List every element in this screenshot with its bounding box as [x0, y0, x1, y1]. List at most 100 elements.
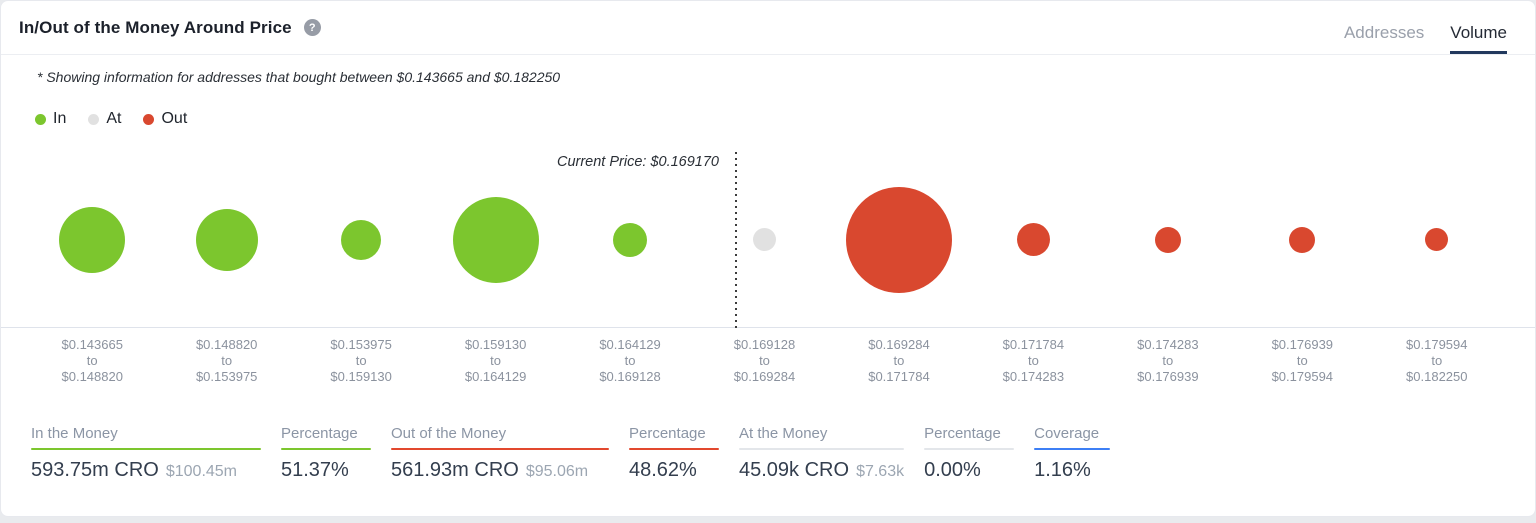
- x-axis-label: $0.169284 to $0.171784: [832, 337, 966, 385]
- stat-value: 1.16%: [1034, 459, 1091, 481]
- x-axis-range-from: $0.174283: [1137, 337, 1199, 352]
- x-axis-range-to-word: to: [1431, 353, 1443, 368]
- bubble-cell: [159, 208, 293, 271]
- stat-secondary-value: $7.63k: [856, 463, 905, 480]
- x-axis-range-from: $0.169284: [868, 337, 930, 352]
- x-axis-range-to-word: to: [1296, 353, 1308, 368]
- x-axis-range-to: $0.159130: [330, 369, 392, 384]
- x-axis-range-to-word: to: [1162, 353, 1174, 368]
- bubble-at[interactable]: [752, 228, 776, 251]
- bubble-cell: [1235, 226, 1369, 253]
- legend-item-at[interactable]: At: [88, 110, 121, 128]
- bubble-chart: Current Price: $0.169170: [1, 132, 1535, 328]
- x-axis-range-to-word: to: [759, 353, 770, 368]
- tab-addresses[interactable]: Addresses: [1343, 23, 1425, 42]
- stat-label: At the Money: [739, 425, 828, 442]
- bubble-in[interactable]: [613, 222, 648, 257]
- stat-label: Percentage: [924, 425, 1001, 442]
- x-axis-label: $0.176939 to $0.179594: [1235, 337, 1369, 385]
- x-axis-range-from: $0.169128: [733, 337, 796, 352]
- x-axis-label: $0.169128 to $0.169284: [697, 337, 831, 385]
- stat-percentage: Percentage 48.62%: [629, 425, 719, 482]
- bubble-cell: [966, 223, 1100, 256]
- stat-secondary-value: $100.45m: [165, 463, 238, 480]
- bubble-cell: [832, 186, 966, 293]
- stat-value: 48.62%: [629, 459, 697, 481]
- bubble-out[interactable]: [1289, 226, 1316, 253]
- current-price-line: [735, 152, 737, 328]
- bubble-out[interactable]: [845, 186, 952, 293]
- summary-stats: In the Money 593.75m CRO $100.45m Percentag…: [1, 385, 1535, 482]
- legend-label: In: [53, 110, 67, 127]
- x-axis-range-from: $0.143665: [61, 337, 123, 352]
- bubble-cell: [428, 196, 562, 283]
- legend-item-out[interactable]: Out: [143, 110, 187, 128]
- x-axis-label: $0.179594 to $0.182250: [1370, 337, 1504, 385]
- current-price-label: Current Price: $0.169170: [556, 154, 719, 170]
- stat-label: Coverage: [1034, 425, 1100, 442]
- x-axis-label: $0.148820 to $0.153975: [159, 337, 293, 385]
- x-axis-range-to-word: to: [893, 353, 905, 368]
- help-icon[interactable]: ?: [303, 19, 321, 36]
- stat-underline: [391, 448, 609, 450]
- x-axis-range-to-word: to: [86, 353, 98, 368]
- x-axis-range-from: $0.164129: [599, 337, 661, 352]
- x-axis-range-to-word: to: [355, 353, 367, 368]
- x-axis-range-to: $0.164129: [464, 369, 527, 384]
- stat-underline: [629, 448, 719, 450]
- stat-secondary-value: $95.06m: [525, 463, 589, 480]
- tab-volume[interactable]: Volume: [1450, 23, 1507, 54]
- x-axis-range-from: $0.179594: [1406, 337, 1468, 352]
- stat-underline: [739, 448, 905, 450]
- stat-value: 561.93m CRO: [391, 459, 519, 481]
- view-tabs: Addresses Volume: [1344, 23, 1507, 54]
- x-axis-range-to: $0.174283: [1002, 369, 1065, 384]
- stat-underline: [281, 448, 371, 450]
- bubble-out[interactable]: [1016, 223, 1050, 256]
- bubble-in[interactable]: [341, 219, 382, 260]
- x-axis-range-to: $0.179594: [1271, 369, 1334, 384]
- legend-dot-icon: [35, 113, 46, 125]
- x-axis-range-to: $0.148820: [61, 369, 123, 384]
- bubble-cell: [697, 228, 831, 251]
- x-axis-range-to: $0.182250: [1406, 369, 1468, 384]
- x-axis-label: $0.164129 to $0.169128: [563, 337, 697, 385]
- x-axis-range-from: $0.159130: [464, 337, 527, 352]
- stat-out-of-the-money: Out of the Money 561.93m CRO $95.06m: [391, 425, 609, 482]
- card-header: In/Out of the Money Around Price ? Addre…: [1, 1, 1535, 55]
- bubble-row: [1, 132, 1535, 328]
- x-axis-range-from: $0.153975: [330, 337, 392, 352]
- bubble-in[interactable]: [452, 196, 539, 283]
- x-axis-label: $0.153975 to $0.159130: [294, 337, 428, 385]
- legend-item-in[interactable]: In: [35, 110, 66, 128]
- x-axis-range-to-word: to: [221, 353, 233, 368]
- stat-in-the-money: In the Money 593.75m CRO $100.45m: [31, 425, 261, 482]
- bubble-cell: [563, 222, 697, 257]
- x-axis-label: $0.174283 to $0.176939: [1101, 337, 1235, 385]
- bubble-cell: [1101, 226, 1235, 253]
- legend-label: Out: [161, 110, 188, 127]
- page-title: In/Out of the Money Around Price: [19, 17, 292, 37]
- stat-value-row: 561.93m CRO $95.06m: [391, 459, 609, 482]
- x-axis-range-to: $0.169284: [733, 369, 796, 384]
- stat-value-row: 593.75m CRO $100.45m: [31, 459, 261, 482]
- stat-underline: [924, 448, 1015, 450]
- stat-percentage: Percentage 0.00%: [924, 425, 1015, 482]
- stat-at-the-money: At the Money 45.09k CRO $7.63k: [739, 425, 905, 482]
- x-axis-range-to: $0.169128: [599, 369, 661, 384]
- x-axis-range-from: $0.176939: [1271, 337, 1334, 352]
- stat-underline: [31, 448, 261, 450]
- stat-label: Percentage: [281, 425, 358, 442]
- bubble-out[interactable]: [1425, 228, 1449, 251]
- bubble-in[interactable]: [195, 208, 258, 271]
- bubble-cell: [294, 219, 428, 260]
- range-subtitle: * Showing information for addresses that…: [37, 69, 561, 85]
- bubble-out[interactable]: [1154, 226, 1181, 253]
- stat-value-row: 45.09k CRO $7.63k: [739, 459, 904, 482]
- stat-value-row: 51.37%: [281, 459, 371, 482]
- x-axis-range-from: $0.148820: [195, 337, 258, 352]
- stat-value-row: 48.62%: [629, 459, 719, 482]
- chart-legend: In At Out: [35, 110, 1535, 128]
- bubble-in[interactable]: [59, 206, 126, 273]
- x-axis-range-to-word: to: [624, 353, 636, 368]
